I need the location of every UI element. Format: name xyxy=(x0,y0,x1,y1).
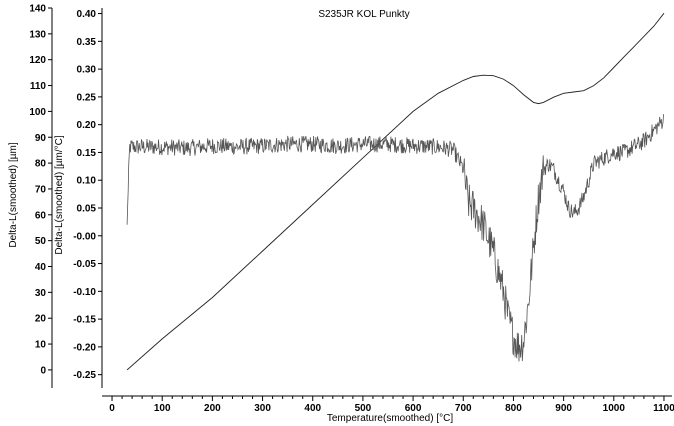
right-y-tick-label: -0.15 xyxy=(73,315,96,326)
left-y-tick-label: 70 xyxy=(35,184,47,195)
right-y-tick-label: 0.15 xyxy=(77,148,97,159)
left-y-tick-label: 20 xyxy=(35,314,47,325)
right-y-tick-label: 0.40 xyxy=(77,9,97,20)
x-axis-label: Temperature(smoothed) [°C] xyxy=(327,413,453,424)
x-tick-label: 200 xyxy=(204,403,221,414)
left-y-tick-label: 30 xyxy=(35,288,47,299)
right-y-tick-label: -0.05 xyxy=(73,259,96,270)
left-y-tick-label: 40 xyxy=(35,262,47,273)
x-tick-label: 400 xyxy=(304,403,321,414)
x-tick-label: 300 xyxy=(254,403,271,414)
right-y-tick-label: 0.25 xyxy=(77,92,97,103)
left-y-axis-label: Delta-L(smoothed) [µm] xyxy=(8,142,19,247)
left-y-tick-label: 90 xyxy=(35,133,47,144)
x-tick-label: 500 xyxy=(355,403,372,414)
x-tick-label: 600 xyxy=(405,403,422,414)
right-y-tick-label: 0.30 xyxy=(77,65,97,76)
left-y-tick-label: 140 xyxy=(29,4,46,15)
x-tick-label: 1100 xyxy=(653,403,674,414)
left-y-tick-label: 130 xyxy=(29,29,46,40)
left-y-tick-label: 120 xyxy=(29,55,46,66)
right-y-tick-label: 0.35 xyxy=(77,37,97,48)
left-y-tick-label: 10 xyxy=(35,340,47,351)
expansion-series xyxy=(126,12,665,371)
x-tick-label: 700 xyxy=(455,403,472,414)
expansion-coefficient-series xyxy=(126,114,664,362)
axes-group: 0 10 20 30 40 50 60 70 80 90 100 110 120 130 140 -0.25 -… xyxy=(29,4,674,415)
left-y-tick-label: 0 xyxy=(40,365,46,376)
right-y-tick-label: -0.20 xyxy=(73,342,96,353)
right-y-tick-label: -0.25 xyxy=(73,370,96,381)
x-tick-label: 900 xyxy=(555,403,572,414)
plot-marks xyxy=(126,12,665,371)
left-y-tick-label: 100 xyxy=(29,107,46,118)
chart-title: S235JR KOL Punkty xyxy=(318,9,409,20)
left-y-tick-label: 80 xyxy=(35,159,47,170)
x-tick-label: 100 xyxy=(154,403,171,414)
left-y-tick-label: 50 xyxy=(35,236,47,247)
right-y-tick-label: 0.05 xyxy=(77,204,97,215)
right-y-axis-label: Delta-L(smoothed) [µm/°C] xyxy=(54,135,65,254)
left-y-tick-label: 110 xyxy=(30,81,47,92)
left-y-tick-label: 60 xyxy=(35,210,47,221)
x-tick-label: 800 xyxy=(505,403,522,414)
right-y-tick-label: -0.00 xyxy=(73,231,96,242)
x-tick-label: 1000 xyxy=(603,403,626,414)
right-y-tick-label: 0.10 xyxy=(77,176,97,187)
right-y-tick-label: -0.10 xyxy=(73,287,96,298)
right-y-tick-label: 0.20 xyxy=(77,120,97,131)
x-tick-label: 0 xyxy=(109,403,115,414)
